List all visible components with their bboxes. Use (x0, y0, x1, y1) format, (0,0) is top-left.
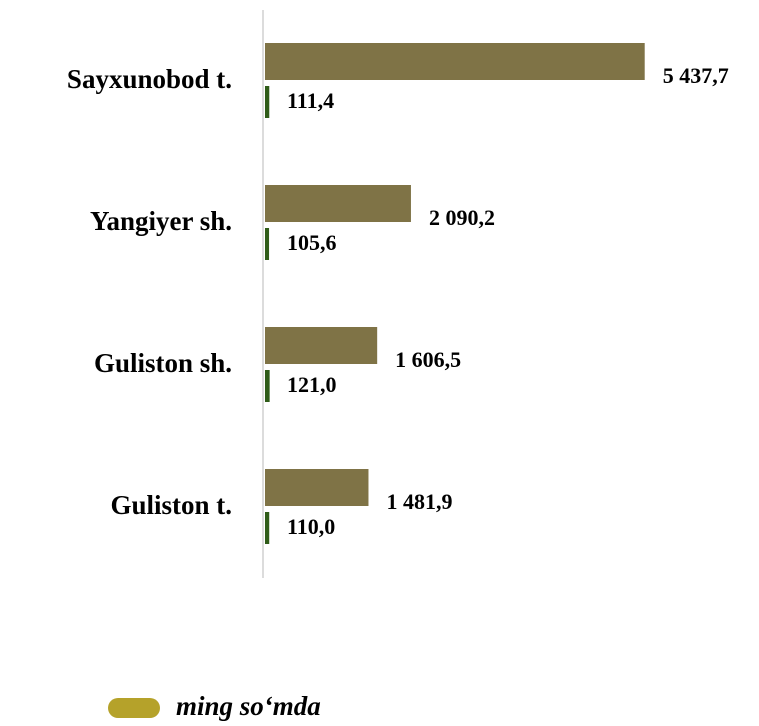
bar (265, 327, 378, 364)
category-label: Guliston t. (110, 490, 232, 520)
category-label: Sayxunobod t. (67, 64, 232, 94)
bar (265, 370, 270, 402)
category-label: Guliston sh. (94, 348, 232, 378)
bar (265, 43, 645, 80)
value-label: 1 606,5 (395, 347, 461, 372)
value-label: 121,0 (287, 372, 337, 397)
value-label: 5 437,7 (663, 63, 729, 88)
legend-swatch (108, 698, 160, 718)
bar (265, 86, 270, 118)
bar (265, 228, 270, 260)
value-label: 111,4 (287, 88, 334, 113)
value-label: 110,0 (287, 514, 335, 539)
value-label: 2 090,2 (429, 205, 495, 230)
bar (265, 469, 369, 506)
bar (265, 185, 411, 222)
value-label: 1 481,9 (386, 489, 452, 514)
value-label: 105,6 (287, 230, 337, 255)
category-label: Yangiyer sh. (90, 206, 232, 236)
legend-label: ming so‘mda (176, 691, 321, 721)
bar (265, 512, 270, 544)
